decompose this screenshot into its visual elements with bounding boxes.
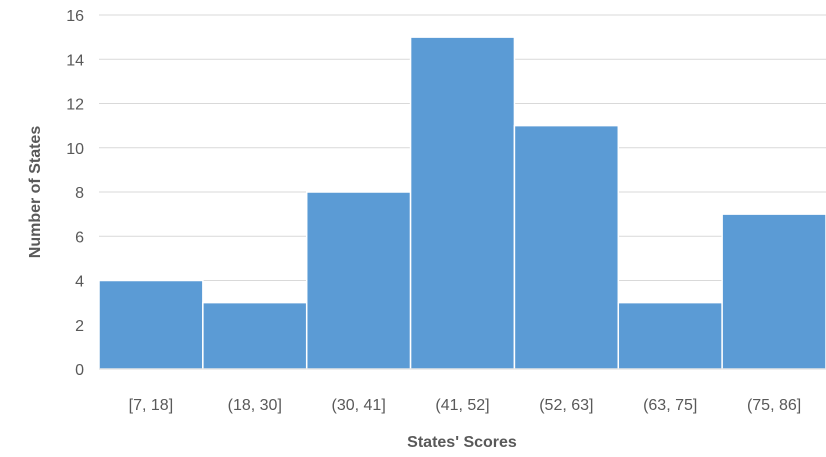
- y-tick-label: 2: [75, 318, 84, 335]
- x-tick-label: (52, 63]: [539, 397, 593, 414]
- x-tick-label: (63, 75]: [643, 397, 697, 414]
- y-tick-label: 6: [75, 229, 84, 246]
- bar-4: [513, 124, 620, 370]
- x-tick-label: (18, 30]: [228, 397, 282, 414]
- bar-5: [617, 301, 723, 370]
- x-tick-label: (75, 86]: [747, 397, 801, 414]
- y-tick-label: 10: [66, 141, 84, 158]
- y-tick-label: 0: [75, 362, 84, 379]
- bar-0: [98, 279, 204, 370]
- x-tick-label: (41, 52]: [435, 397, 489, 414]
- y-tick-label: 12: [66, 97, 84, 114]
- bars: [98, 36, 826, 370]
- y-tick-label: 4: [75, 274, 84, 291]
- y-axis-title: Number of States: [27, 126, 44, 259]
- x-axis-title: States' Scores: [407, 434, 517, 451]
- x-tick-label: [7, 18]: [129, 397, 173, 414]
- y-tick-labels: 0 2 4 6 8 10 12 14 16: [66, 8, 84, 379]
- x-tick-label: (30, 41]: [332, 397, 386, 414]
- bar-2: [305, 191, 412, 370]
- bar-1: [202, 301, 308, 370]
- y-tick-label: 16: [66, 8, 84, 25]
- bar-3: [409, 36, 516, 370]
- y-tick-label: 14: [66, 52, 84, 69]
- x-tick-labels: [7, 18] (18, 30] (30, 41] (41, 52] (52, 63] (…: [129, 397, 802, 414]
- bar-6: [721, 213, 826, 370]
- y-tick-label: 8: [75, 185, 84, 202]
